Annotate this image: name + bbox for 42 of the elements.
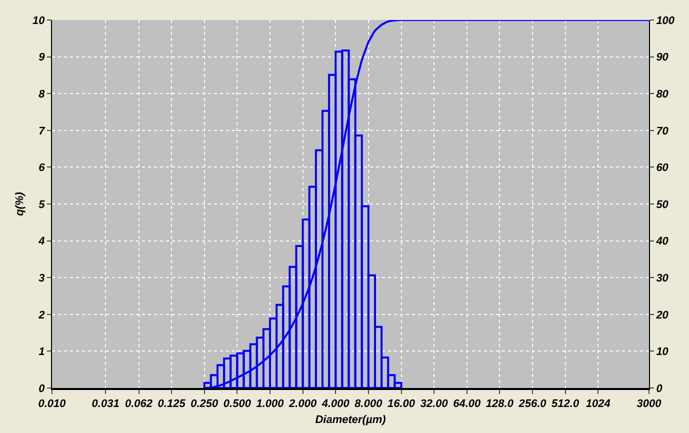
y2-tick-label: 90: [656, 52, 670, 64]
y-tick-label: 6: [38, 162, 46, 174]
x-tick-label: 0.062: [124, 398, 153, 410]
y-tick-label: 7: [38, 125, 46, 138]
x-tick-label: 0.125: [158, 398, 186, 410]
y-tick-label: 5: [38, 198, 46, 211]
y2-tick-label: 80: [656, 88, 670, 100]
y-axis-title: q(%): [14, 192, 26, 216]
y-tick-label: 8: [38, 88, 46, 100]
x-tick-label: 512.0: [552, 398, 580, 410]
y-tick-label: 2: [38, 309, 45, 322]
y2-tick-label: 40: [655, 236, 670, 248]
x-tick-label: 256.0: [518, 398, 548, 410]
x-tick-label: 0.250: [190, 398, 220, 410]
x-tick-label: 3000: [636, 398, 662, 410]
x-tick-label: 4.000: [320, 398, 350, 410]
y2-tick-label: 50: [656, 198, 670, 211]
y-tick-label: 4: [38, 236, 45, 248]
x-axis-title: Diameter(µm): [315, 414, 386, 426]
y2-tick-label: 20: [655, 309, 670, 322]
x-tick-label: 32.00: [420, 398, 449, 410]
y-tick-label: 1: [38, 346, 45, 358]
x-tick-label: 1024: [586, 398, 610, 410]
y2-tick-label: 30: [656, 272, 670, 284]
y2-tick-label: 0: [656, 382, 664, 395]
y-tick-label: 0: [38, 382, 46, 395]
y2-tick-label: 60: [656, 162, 670, 174]
y-tick-label: 3: [38, 272, 45, 284]
x-tick-label: 2.000: [288, 398, 318, 410]
y2-tick-label: 70: [656, 125, 670, 138]
x-tick-label: 128.0: [486, 398, 514, 410]
x-tick-label: 8.000: [354, 398, 384, 410]
x-tick-label: 1.000: [256, 398, 285, 410]
y2-tick-label: 100: [656, 14, 676, 27]
y2-tick-label: 10: [656, 346, 670, 358]
x-tick-label: 0.031: [92, 398, 120, 410]
x-tick-label: 0.500: [223, 398, 252, 410]
x-tick-label: 64.00: [453, 398, 482, 410]
x-tick-label: 0.010: [38, 398, 67, 410]
y-tick-label: 10: [32, 14, 46, 27]
y-tick-label: 9: [38, 52, 46, 64]
x-tick-label: 16.00: [387, 398, 416, 410]
